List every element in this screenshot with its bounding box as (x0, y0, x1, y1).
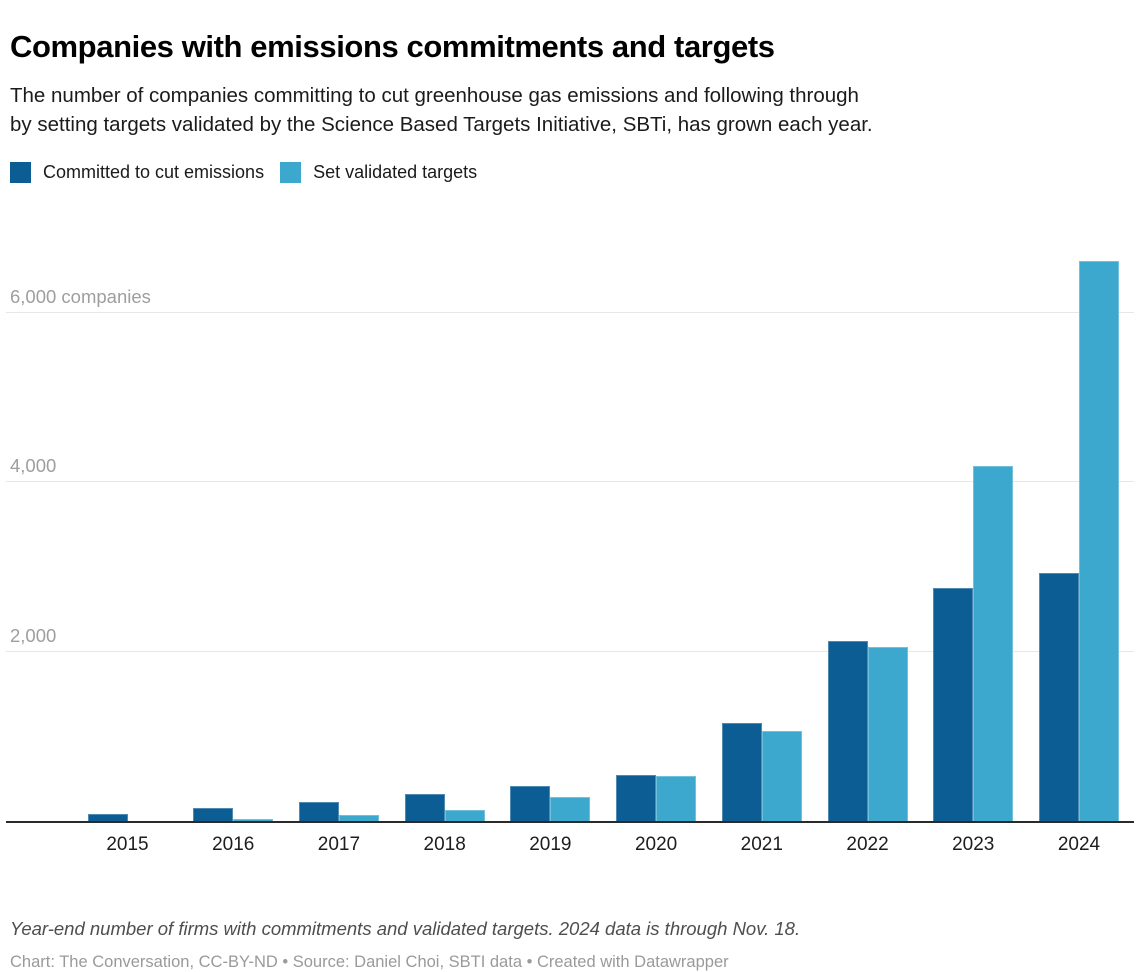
bar-2018-validated (444, 809, 485, 822)
gridline-4000 (6, 481, 1134, 483)
x-axis-line (6, 820, 1134, 823)
gridline-2000 (6, 651, 1134, 653)
y-tick-label-4000: 4,000 (10, 455, 57, 477)
bar-2022-committed (827, 641, 868, 822)
x-tick-label-2022: 2022 (846, 834, 889, 855)
bar-2019-validated (550, 796, 591, 822)
x-tick-label-2019: 2019 (529, 834, 572, 855)
x-tick-label-2015: 2015 (106, 834, 149, 855)
bar-2022-validated (867, 647, 908, 822)
legend-swatch-committed (10, 161, 31, 183)
chart-subtitle: The number of companies committing to cu… (10, 81, 1135, 139)
bar-2021-committed (721, 723, 762, 822)
bar-2017-committed (298, 802, 339, 822)
x-tick-label-2018: 2018 (423, 834, 466, 855)
bar-2024-committed (1038, 572, 1079, 822)
bar-2018-committed (404, 793, 445, 822)
legend: Committed to cut emissions Set validated… (10, 160, 477, 184)
bar-2021-validated (761, 731, 802, 822)
bar-2020-validated (656, 776, 697, 822)
chart-subtitle-line-1: The number of companies committing to cu… (10, 83, 859, 107)
x-tick-label-2021: 2021 (740, 834, 783, 855)
bar-2023-validated (973, 466, 1014, 822)
legend-label-committed: Committed to cut emissions (43, 161, 265, 182)
plot-area: 2,000 4,000 6,000 companies 2015 2016 2017 201… (0, 240, 1140, 855)
x-tick-label-2020: 2020 (634, 834, 678, 855)
x-tick-label-2023: 2023 (952, 834, 995, 855)
chart-subtitle-line-2: by setting targets validated by the Scie… (10, 112, 873, 136)
x-tick-label-2024: 2024 (1057, 834, 1101, 855)
legend-item-committed: Committed to cut emissions (10, 161, 265, 183)
x-tick-label-2017: 2017 (317, 834, 361, 855)
bar-2016-committed (193, 808, 234, 822)
y-tick-label-2000: 2,000 (10, 625, 57, 647)
gridline-6000 (6, 311, 1134, 313)
bar-2017-validated (338, 815, 379, 822)
bar-2020-committed (616, 775, 657, 822)
x-tick-label-2016: 2016 (212, 834, 255, 855)
legend-item-validated: Set validated targets (280, 161, 478, 183)
bar-2023-committed (933, 587, 974, 822)
footnote: Year-end number of firms with commitment… (10, 917, 801, 939)
bar-2019-committed (510, 786, 551, 822)
bar-2024-validated (1078, 260, 1119, 822)
bar-2015-committed (87, 813, 128, 822)
chart-title: Companies with emissions commitments and… (10, 28, 775, 64)
legend-swatch-validated (280, 161, 302, 183)
legend-label-validated: Set validated targets (313, 161, 478, 182)
y-tick-label-6000: 6,000 companies (10, 285, 151, 307)
credit-line: Chart: The Conversation, CC-BY-ND • Sour… (10, 952, 729, 971)
